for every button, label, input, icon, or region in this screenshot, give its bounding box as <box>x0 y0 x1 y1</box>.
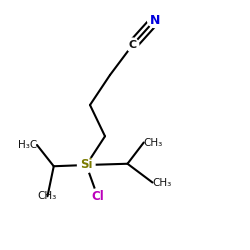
Text: Cl: Cl <box>91 190 104 203</box>
Text: H₃C: H₃C <box>18 140 37 150</box>
Text: CH₃: CH₃ <box>152 178 172 188</box>
Ellipse shape <box>148 12 162 28</box>
Text: N: N <box>150 14 160 26</box>
Ellipse shape <box>90 189 106 204</box>
Text: Si: Si <box>80 158 92 172</box>
Text: CH₃: CH₃ <box>144 138 163 147</box>
Text: C: C <box>128 40 136 50</box>
Ellipse shape <box>126 38 139 52</box>
Ellipse shape <box>78 158 95 172</box>
Text: CH₃: CH₃ <box>38 191 57 201</box>
